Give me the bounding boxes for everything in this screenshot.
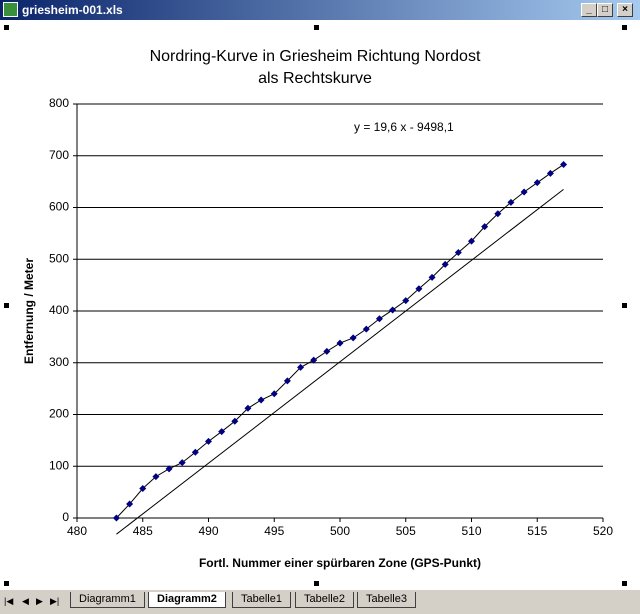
data-point bbox=[139, 485, 147, 493]
tab-nav-last[interactable]: ▶| bbox=[50, 596, 60, 606]
tab-nav-next[interactable]: ▶ bbox=[36, 596, 43, 606]
data-point bbox=[402, 297, 410, 305]
data-point bbox=[178, 459, 186, 467]
y-tick-label: 500 bbox=[49, 251, 69, 265]
data-point bbox=[218, 428, 226, 436]
selection-handles bbox=[4, 25, 627, 586]
x-tick-label: 490 bbox=[198, 524, 218, 538]
title-bar: griesheim-001.xls _ □ × bbox=[0, 0, 640, 20]
y-tick-label: 200 bbox=[49, 407, 69, 421]
x-tick-label: 510 bbox=[461, 524, 481, 538]
data-point bbox=[481, 223, 489, 231]
tab-nav-first[interactable]: |◀ bbox=[4, 596, 14, 606]
y-tick-label: 100 bbox=[49, 458, 69, 472]
x-axis-title: Fortl. Nummer einer spürbaren Zone (GPS-… bbox=[199, 556, 481, 570]
y-tick-label: 800 bbox=[49, 96, 69, 110]
y-tick-label: 0 bbox=[62, 510, 69, 524]
chart-subtitle: als Rechtskurve bbox=[258, 70, 372, 87]
data-point bbox=[191, 448, 199, 456]
sheet-tab-bar: |◀ ◀ ▶ ▶| Diagramm1 Diagramm2 Tabelle1 Tabe… bbox=[0, 590, 640, 614]
window-title: griesheim-001.xls bbox=[22, 3, 123, 17]
y-tick-label: 700 bbox=[49, 148, 69, 162]
data-point bbox=[349, 334, 357, 342]
sheet-tab[interactable]: Diagramm2 bbox=[148, 592, 226, 608]
data-point bbox=[441, 260, 449, 268]
chart: Nordring-Kurve in Griesheim Richtung Nor… bbox=[0, 20, 640, 590]
data-point bbox=[389, 306, 397, 314]
y-tick-label: 600 bbox=[49, 200, 69, 214]
x-tick-label: 495 bbox=[264, 524, 284, 538]
data-point bbox=[205, 437, 212, 445]
x-tick-label: 480 bbox=[67, 524, 87, 538]
data-point bbox=[270, 390, 278, 398]
data-point bbox=[297, 363, 305, 371]
maximize-button[interactable]: □ bbox=[597, 3, 613, 17]
data-point bbox=[494, 210, 502, 218]
data-point bbox=[362, 325, 370, 333]
chart-title: Nordring-Kurve in Griesheim Richtung Nor… bbox=[150, 48, 481, 65]
close-button[interactable]: × bbox=[617, 3, 633, 17]
minimize-button[interactable]: _ bbox=[581, 3, 597, 17]
tab-nav-prev[interactable]: ◀ bbox=[22, 596, 29, 606]
data-point bbox=[165, 465, 173, 473]
data-point bbox=[310, 356, 318, 364]
data-point bbox=[468, 237, 475, 245]
data-point bbox=[454, 249, 462, 257]
sheet-tab[interactable]: Tabelle2 bbox=[295, 592, 354, 608]
data-point bbox=[415, 285, 423, 293]
data-point bbox=[126, 500, 134, 508]
chart-area bbox=[0, 20, 640, 590]
sheet-tab[interactable]: Tabelle3 bbox=[357, 592, 416, 608]
y-axis-title: Entfernung / Meter bbox=[22, 258, 36, 364]
sheet-tab[interactable]: Tabelle1 bbox=[232, 592, 291, 608]
app-icon bbox=[3, 2, 18, 17]
data-point bbox=[323, 347, 331, 355]
data-point bbox=[546, 169, 554, 177]
data-point bbox=[283, 377, 291, 385]
data-point bbox=[244, 404, 252, 412]
data-point bbox=[533, 179, 541, 187]
data-point bbox=[520, 188, 528, 196]
y-tick-label: 300 bbox=[49, 355, 69, 369]
x-tick-label: 505 bbox=[396, 524, 416, 538]
data-point bbox=[560, 161, 568, 169]
data-point bbox=[428, 273, 436, 281]
x-tick-label: 485 bbox=[133, 524, 153, 538]
data-point bbox=[231, 417, 239, 425]
x-tick-label: 515 bbox=[527, 524, 547, 538]
data-point bbox=[257, 396, 265, 404]
data-point bbox=[336, 339, 344, 347]
y-tick-label: 400 bbox=[49, 303, 69, 317]
sheet-tab[interactable]: Diagramm1 bbox=[70, 592, 145, 608]
x-tick-label: 500 bbox=[330, 524, 350, 538]
trendline-equation: y = 19,6 x - 9498,1 bbox=[354, 120, 454, 134]
trendline bbox=[116, 188, 564, 535]
data-point bbox=[152, 473, 160, 481]
data-point bbox=[112, 514, 120, 522]
x-tick-label: 520 bbox=[593, 524, 613, 538]
data-point bbox=[375, 315, 383, 323]
data-point bbox=[507, 198, 515, 206]
